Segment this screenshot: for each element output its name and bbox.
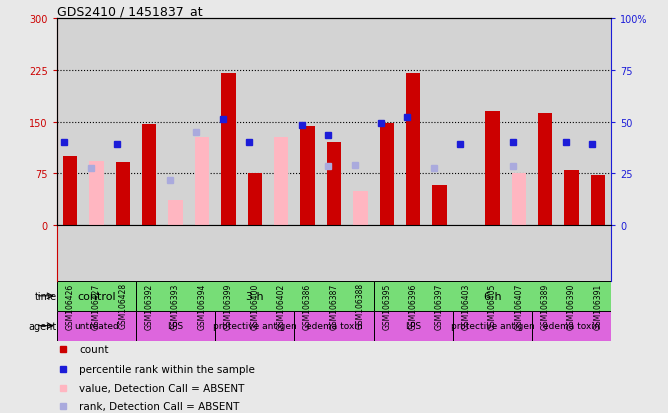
Text: control: control <box>77 291 116 301</box>
Text: protective antigen: protective antigen <box>213 321 297 330</box>
Bar <box>295 311 373 341</box>
Text: time: time <box>35 291 57 301</box>
Bar <box>195 138 209 225</box>
Bar <box>63 157 77 225</box>
Text: edema toxin: edema toxin <box>543 321 600 330</box>
Bar <box>301 127 315 225</box>
Bar <box>406 74 420 225</box>
Text: protective antigen: protective antigen <box>450 321 534 330</box>
Bar <box>485 112 500 225</box>
Bar <box>532 311 611 341</box>
Text: 6 h: 6 h <box>484 291 501 301</box>
Text: 3 h: 3 h <box>246 291 264 301</box>
Bar <box>564 171 579 225</box>
Bar <box>57 281 136 311</box>
Bar <box>373 311 453 341</box>
Text: edema toxin: edema toxin <box>306 321 362 330</box>
Bar <box>274 138 289 225</box>
Text: rank, Detection Call = ABSENT: rank, Detection Call = ABSENT <box>79 401 239 411</box>
Bar <box>89 161 104 225</box>
Bar <box>168 200 183 225</box>
Text: LPS: LPS <box>168 321 184 330</box>
Text: agent: agent <box>29 321 57 331</box>
Bar <box>116 162 130 225</box>
Bar <box>136 281 373 311</box>
Bar <box>57 311 136 341</box>
Bar <box>221 74 236 225</box>
Bar <box>353 191 367 225</box>
Bar <box>512 174 526 225</box>
Text: count: count <box>79 344 108 354</box>
Text: percentile rank within the sample: percentile rank within the sample <box>79 364 255 374</box>
Bar <box>373 281 611 311</box>
Text: LPS: LPS <box>405 321 422 330</box>
Bar <box>215 311 295 341</box>
Bar <box>453 311 532 341</box>
Bar <box>327 143 341 225</box>
Bar <box>591 175 605 225</box>
Bar <box>248 174 262 225</box>
Bar <box>538 113 552 225</box>
Bar <box>142 124 156 225</box>
Bar <box>136 311 215 341</box>
Bar <box>432 185 447 225</box>
Bar <box>379 123 394 225</box>
Text: untreated: untreated <box>74 321 119 330</box>
Text: value, Detection Call = ABSENT: value, Detection Call = ABSENT <box>79 383 244 393</box>
Text: GDS2410 / 1451837_at: GDS2410 / 1451837_at <box>57 5 202 18</box>
